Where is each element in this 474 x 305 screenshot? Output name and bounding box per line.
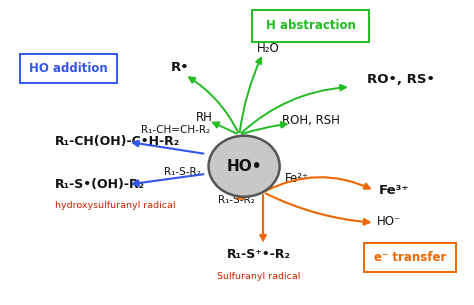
- Text: R₁-CH=CH-R₂: R₁-CH=CH-R₂: [141, 125, 210, 135]
- Text: HO•: HO•: [226, 159, 262, 174]
- Text: Fe³⁺: Fe³⁺: [379, 184, 410, 197]
- Text: Fe²⁺: Fe²⁺: [284, 172, 309, 185]
- Text: Sulfuranyl radical: Sulfuranyl radical: [217, 271, 300, 281]
- Text: ROH, RSH: ROH, RSH: [282, 114, 339, 127]
- FancyBboxPatch shape: [20, 54, 117, 83]
- Text: R₁-S⁺•-R₂: R₁-S⁺•-R₂: [227, 248, 290, 261]
- Text: e⁻ transfer: e⁻ transfer: [374, 251, 446, 264]
- Ellipse shape: [209, 136, 280, 197]
- Text: R₁-S-R₂: R₁-S-R₂: [164, 167, 201, 177]
- Text: hydroxysulfuranyl radical: hydroxysulfuranyl radical: [55, 201, 175, 210]
- Text: H abstraction: H abstraction: [265, 20, 356, 32]
- FancyBboxPatch shape: [364, 243, 456, 272]
- Text: H₂O: H₂O: [256, 42, 279, 55]
- Text: HO⁻: HO⁻: [377, 215, 401, 228]
- Text: HO addition: HO addition: [29, 62, 108, 75]
- Text: R•: R•: [171, 61, 190, 74]
- Text: RO•, RS•: RO•, RS•: [367, 73, 435, 86]
- FancyBboxPatch shape: [252, 10, 369, 42]
- Text: R₁-S•(OH)-R₂: R₁-S•(OH)-R₂: [55, 178, 145, 191]
- Text: R₁-S-R₂: R₁-S-R₂: [218, 195, 255, 205]
- Text: R₁-CH(OH)-C•H-R₂: R₁-CH(OH)-C•H-R₂: [55, 135, 180, 148]
- Text: RH: RH: [195, 111, 212, 124]
